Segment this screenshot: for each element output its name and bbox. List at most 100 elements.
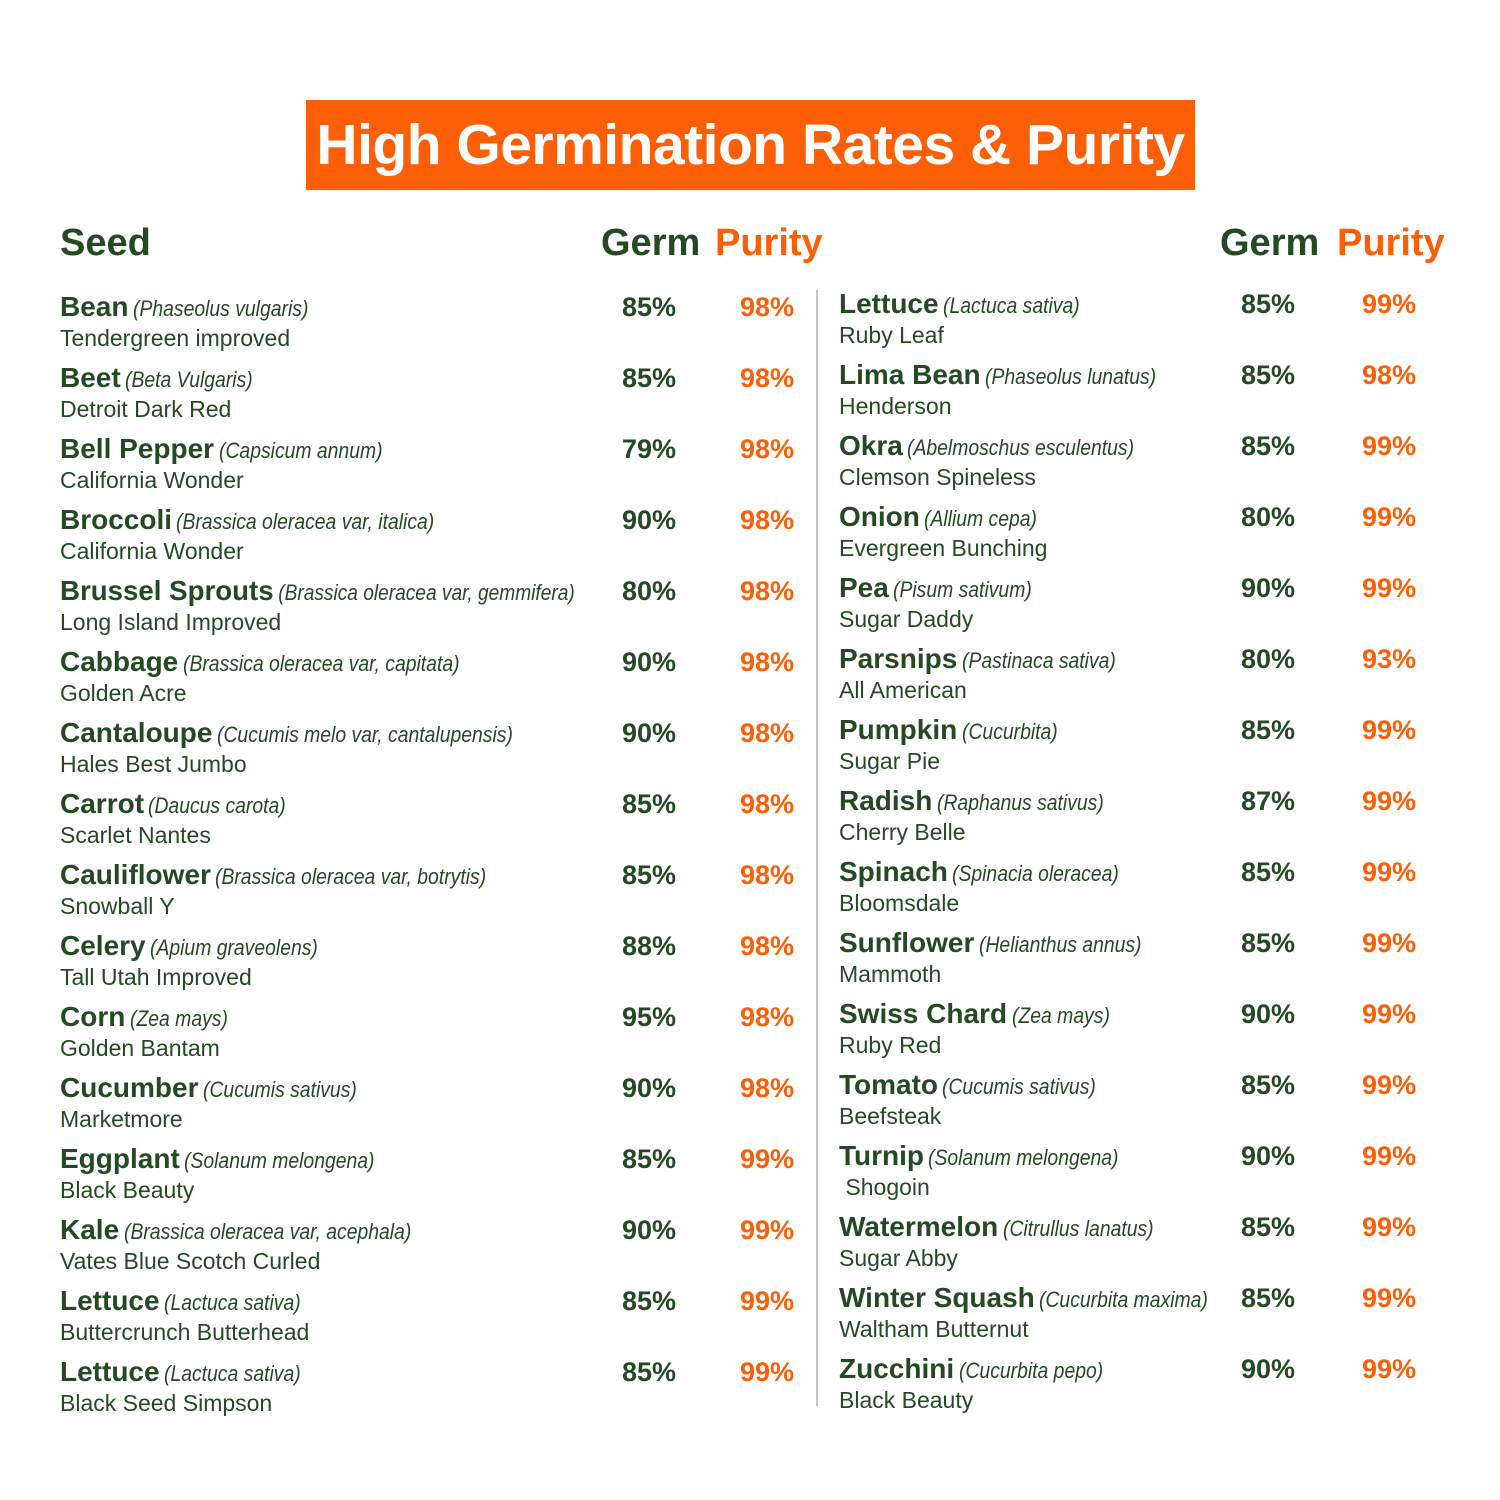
variety-name: Buttercrunch Butterhead [60,1319,310,1345]
variety-name: Evergreen Bunching [839,535,1048,561]
germ-value: 85% [622,860,677,890]
seed-name: Pea [839,572,889,603]
scientific-name: (Cucurbita pepo) [958,1358,1103,1383]
scientific-name: (Cucurbita) [961,719,1058,744]
seed-row: Pumpkin (Cucurbita) Sugar Pie 85% 99% [839,713,1439,784]
scientific-name: (Zea mays) [1011,1003,1110,1028]
variety-name: Detroit Dark Red [60,396,232,422]
germ-value: 85% [1241,1070,1296,1100]
seed-name-line: Zucchini (Cucurbita pepo) [839,1352,1122,1386]
left-seed-list: Bean (Phaseolus vulgaris) Tendergreen imp… [60,290,800,1426]
seed-name: Corn [60,1001,126,1032]
variety-name: Golden Acre [60,680,187,706]
seed-name: Broccoli [60,504,173,535]
seed-name-line: Bell Pepper (Capsicum annum) [60,432,404,466]
germ-value: 85% [622,1286,677,1316]
purity-value: 98% [740,434,795,464]
scientific-name: (Pisum sativum) [893,577,1033,602]
seed-name-line: Broccoli (Brassica oleracea var, italica… [60,503,470,537]
seed-row: Tomato (Cucumis sativus) Beefsteak 85% 99% [839,1068,1439,1139]
seed-row: Okra (Abelmoschus esculentus) Clemson Spi… [839,429,1439,500]
seed-row: Bell Pepper (Capsicum annum) California W… [60,432,800,503]
seed-name-line: Cauliflower (Brassica oleracea var, botr… [60,858,523,892]
purity-value: 99% [1362,999,1417,1029]
variety-name: Waltham Butternut [839,1316,1029,1342]
variety-name: Mammoth [839,961,942,987]
scientific-name: (Daucus carota) [148,793,287,818]
purity-value: 98% [740,363,795,393]
germ-value: 90% [622,718,677,748]
seed-name: Watermelon [839,1211,999,1242]
germ-column-header-left: Germ [601,222,701,264]
purity-value: 99% [740,1286,795,1316]
variety-name: Henderson [839,393,952,419]
seed-name: Bell Pepper [60,433,215,464]
seed-row: Spinach (Spinacia oleracea) Bloomsdale 85%… [839,855,1439,926]
scientific-name: (Phaseolus lunatus) [985,364,1157,389]
seed-name: Spinach [839,856,948,887]
purity-value: 99% [1362,289,1417,319]
germ-value: 90% [622,647,677,677]
purity-value: 98% [740,1073,795,1103]
germ-value: 90% [1241,573,1296,603]
germ-value: 88% [622,931,677,961]
seed-name: Zucchini [839,1353,955,1384]
variety-name: Tendergreen improved [60,325,291,351]
seed-name-line: Carrot (Daucus carota) [60,787,305,821]
variety-name: Golden Bantam [60,1035,220,1061]
seed-name-line: Lettuce (Lactuca sativa) [60,1355,319,1389]
variety-name: Vates Blue Scotch Curled [60,1248,321,1274]
purity-value: 98% [740,1002,795,1032]
seed-name: Cauliflower [60,859,211,890]
seed-row: Cucumber (Cucumis sativus) Marketmore 90% 9… [60,1071,800,1142]
seed-row: Celery (Apium graveolens) Tall Utah Impro… [60,929,800,1000]
seed-name: Cabbage [60,646,179,677]
variety-name: Black Beauty [839,1387,974,1413]
scientific-name: (Beta Vulgaris) [125,367,253,392]
seed-name: Pumpkin [839,714,958,745]
seed-row: Cauliflower (Brassica oleracea var, botr… [60,858,800,929]
germ-value: 90% [1241,1141,1296,1171]
seed-name: Carrot [60,788,145,819]
germ-value: 85% [622,363,677,393]
variety-name: Beefsteak [839,1103,942,1129]
seed-name-line: Parsnips (Pastinaca sativa) [839,642,1137,676]
seed-name-line: Spinach (Spinacia oleracea) [839,855,1142,889]
variety-name: Black Beauty [60,1177,195,1203]
seed-row: Lettuce (Lactuca sativa) Buttercrunch But… [60,1284,800,1355]
seed-row: Brussel Sprouts (Brassica oleracea var, … [60,574,800,645]
seed-row: Corn (Zea mays) Golden Bantam 95% 98% [60,1000,800,1071]
purity-value: 99% [1362,502,1417,532]
seed-name: Turnip [839,1140,925,1171]
purity-value: 98% [740,505,795,535]
germ-value: 85% [1241,1283,1296,1313]
variety-name: Ruby Leaf [839,322,944,348]
purity-value: 98% [1362,360,1417,390]
seed-name: Beet [60,362,121,393]
germ-value: 87% [1241,786,1296,816]
seed-row: Kale (Brassica oleracea var, acephala) Va… [60,1213,800,1284]
seed-name-line: Beet (Beta Vulgaris) [60,361,270,395]
variety-name: Ruby Red [839,1032,942,1058]
purity-value: 99% [1362,786,1417,816]
scientific-name: (Cucumis sativus) [942,1074,1097,1099]
seed-name-line: Lima Bean (Phaseolus lunatus) [839,358,1180,392]
seed-name: Lima Bean [839,359,981,390]
seed-name: Sunflower [839,927,975,958]
variety-name: Clemson Spineless [839,464,1036,490]
germ-value: 90% [622,505,677,535]
seed-row: Onion (Allium cepa) Evergreen Bunching 80%… [839,500,1439,571]
purity-value: 99% [1362,573,1417,603]
germ-value: 80% [1241,502,1296,532]
page-title: High Germination Rates & Purity [306,100,1195,190]
scientific-name: (Cucumis sativus) [202,1077,357,1102]
seed-name-line: Lettuce (Lactuca sativa) [60,1284,319,1318]
seed-name-line: Winter Squash (Cucurbita maxima) [839,1281,1231,1315]
purity-value: 98% [740,789,795,819]
purity-value: 99% [1362,1354,1417,1384]
germ-value: 85% [622,1357,677,1387]
germ-value: 85% [622,292,677,322]
seed-name-line: Pumpkin (Cucurbita) [839,713,1071,747]
seed-name: Tomato [839,1069,939,1100]
seed-name-line: Swiss Chard (Zea mays) [839,997,1123,1031]
